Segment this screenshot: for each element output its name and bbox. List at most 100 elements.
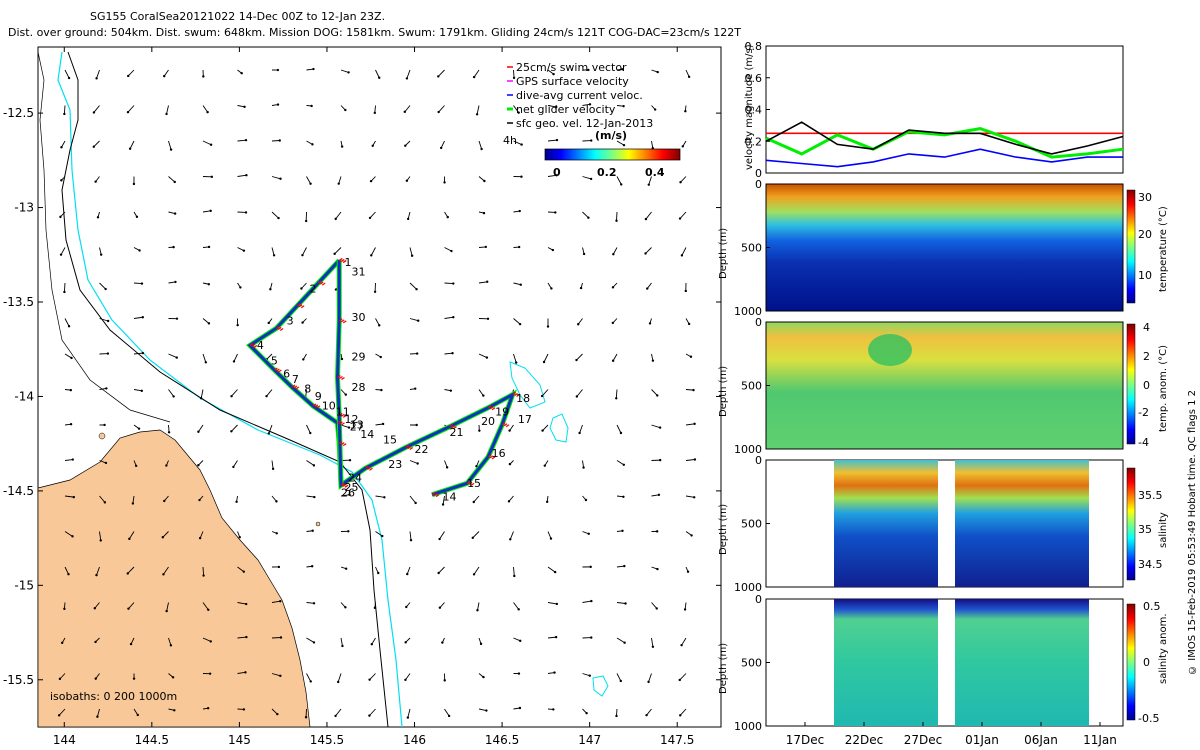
- current-vector-head: [310, 104, 313, 108]
- current-vector-head: [588, 103, 592, 106]
- current-vector-head: [485, 356, 489, 359]
- current-vector-head: [485, 709, 488, 712]
- current-vector-head: [277, 565, 281, 569]
- current-vector-head: [589, 565, 592, 569]
- salinity-anomaly-cbar-label: salinity anom.: [1158, 613, 1169, 684]
- swim-vector: [466, 480, 471, 484]
- current-vector-head: [197, 430, 200, 433]
- current-vector-head: [348, 493, 351, 496]
- current-vector-head: [99, 539, 102, 542]
- colorbar-tick: 0.2: [597, 166, 617, 179]
- current-vector: [202, 140, 212, 146]
- current-vector-head: [57, 714, 61, 717]
- current-vector-head: [169, 148, 173, 151]
- current-vector: [685, 69, 690, 78]
- current-vector-head: [680, 254, 684, 257]
- day-label: 12: [344, 413, 358, 426]
- current-vector: [513, 69, 515, 78]
- current-vector: [369, 673, 376, 680]
- current-vector: [334, 247, 342, 255]
- current-vector-head: [171, 676, 175, 679]
- swim-vector: [342, 443, 347, 447]
- current-vector: [369, 708, 376, 716]
- current-vector-head: [517, 111, 520, 114]
- temperature-colorbar: [1126, 189, 1136, 304]
- current-vector-head: [541, 429, 544, 432]
- current-vector-head: [378, 324, 381, 327]
- current-vector-head: [207, 322, 211, 325]
- current-vector-head: [415, 287, 418, 291]
- current-vector-head: [549, 537, 553, 540]
- current-vector-head: [127, 607, 130, 610]
- current-vector: [94, 602, 100, 609]
- current-vector: [96, 566, 100, 576]
- current-vector-head: [309, 431, 312, 435]
- day-label: 1: [344, 256, 351, 269]
- current-vector-head: [206, 110, 209, 114]
- x-tick-label: 145: [228, 733, 251, 747]
- current-vector: [440, 140, 445, 149]
- current-vector: [648, 673, 652, 683]
- island: [315, 521, 321, 527]
- current-vector-head: [450, 249, 453, 253]
- current-vector: [648, 176, 652, 185]
- swim-vector: [314, 404, 319, 408]
- current-vector-head: [551, 248, 555, 252]
- current-vector-head: [683, 608, 687, 611]
- current-vector: [202, 566, 205, 576]
- current-vector: [166, 105, 169, 115]
- current-vector-head: [337, 182, 340, 185]
- current-vector-head: [334, 288, 338, 291]
- current-vector: [166, 602, 169, 612]
- current-vector-head: [129, 642, 133, 646]
- current-vector: [576, 389, 583, 397]
- current-vector: [202, 637, 211, 642]
- current-vector-head: [279, 600, 282, 603]
- current-vector-head: [236, 323, 239, 327]
- current-vector: [438, 566, 445, 574]
- current-vector-head: [519, 639, 522, 643]
- swim-vector: [342, 483, 347, 487]
- current-vector: [612, 353, 618, 361]
- current-vector-head: [443, 679, 446, 682]
- current-vector-head: [437, 110, 440, 114]
- depth-tick-label: 0: [755, 178, 762, 191]
- current-vector: [582, 600, 592, 603]
- current-vector-head: [693, 496, 696, 499]
- temperature-cbar-label: temperature (°C): [1158, 206, 1169, 292]
- cbar-tick: 20: [1138, 228, 1152, 241]
- depth-axis-label: Depth (m): [718, 366, 729, 417]
- current-vector-head: [514, 361, 518, 364]
- swim-vector: [340, 319, 345, 323]
- current-vector-head: [162, 573, 165, 576]
- current-vector: [335, 211, 342, 220]
- current-vector-head: [371, 144, 374, 147]
- current-vector: [306, 637, 315, 643]
- current-vector-head: [309, 182, 312, 185]
- day-label: 23: [388, 458, 402, 471]
- current-vector-head: [678, 217, 682, 220]
- map-ticks: 144 144.5 145 145.5 146 146.5 147 147.5-12.5-13…: [3, 47, 721, 747]
- current-vector-head: [301, 253, 304, 257]
- current-vector-head: [242, 570, 245, 573]
- current-vector: [680, 176, 687, 183]
- current-vector: [651, 602, 658, 609]
- current-vector-head: [644, 252, 647, 255]
- date-tick-label: 22Dec: [845, 733, 884, 747]
- current-vector: [128, 602, 135, 609]
- current-vector: [271, 673, 281, 677]
- current-vector: [685, 459, 695, 461]
- day-label: 14: [360, 428, 374, 441]
- current-vector-head: [656, 394, 659, 397]
- current-vector-head: [518, 322, 522, 326]
- swim-vector: [341, 422, 345, 426]
- current-vector: [129, 140, 135, 149]
- current-vector-head: [132, 677, 136, 680]
- current-vector-head: [611, 359, 615, 362]
- current-vector-head: [438, 606, 442, 609]
- current-vector: [582, 103, 591, 106]
- current-vector: [473, 566, 480, 575]
- current-vector: [233, 460, 238, 468]
- current-vector-head: [612, 253, 615, 256]
- current-vector-head: [658, 458, 662, 462]
